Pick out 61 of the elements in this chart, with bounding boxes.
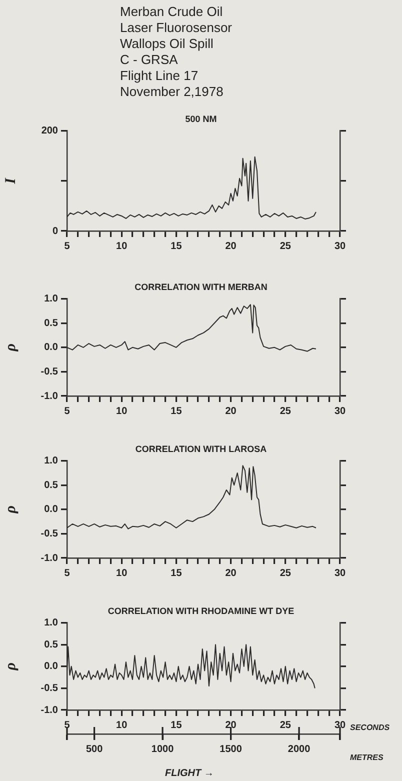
y-tick-label: -0.5 xyxy=(40,366,58,378)
y-tick-label: 0 xyxy=(52,226,58,237)
chart-title: CORRELATION WITH MERBAN xyxy=(134,282,268,292)
x-axis-title: SECONDS xyxy=(350,723,390,732)
chart-title: 500 NM xyxy=(185,114,217,124)
x2-axis-title: METRES xyxy=(350,753,384,762)
x-tick-label: 5 xyxy=(64,568,70,579)
x-tick-label: 30 xyxy=(334,406,346,417)
x-tick-label: 20 xyxy=(225,568,237,579)
x-tick-label: 10 xyxy=(116,720,128,731)
y-tick-label: 1.0 xyxy=(44,618,58,629)
y-axis-title: ρ xyxy=(2,662,19,672)
text: C - GRSA xyxy=(120,52,179,68)
x-tick-label: 30 xyxy=(334,720,346,731)
y-tick-label: 0.5 xyxy=(44,318,58,329)
y-tick-label: 1.0 xyxy=(44,294,58,305)
x-tick-label: 20 xyxy=(225,406,237,417)
x-tick-label: 5 xyxy=(64,406,70,417)
x-tick-label: 5 xyxy=(64,240,70,252)
x-tick-label: 20 xyxy=(225,720,237,731)
y-axis-title: I xyxy=(2,176,19,185)
text: Merban Crude Oil xyxy=(120,4,224,20)
chart-title: CORRELATION WITH RHODAMINE WT DYE xyxy=(108,606,294,616)
y-tick-label: -1.0 xyxy=(40,390,58,402)
y-tick-label: 200 xyxy=(41,126,58,137)
x-tick-label: 15 xyxy=(170,568,182,579)
x-tick-label: 30 xyxy=(334,240,346,252)
text: Wallops Oil Spill xyxy=(120,36,214,52)
y-axis-title: ρ xyxy=(2,343,19,352)
x2-tick-label: 1500 xyxy=(220,744,242,755)
x-tick-label: 25 xyxy=(280,406,292,417)
x-tick-label: 30 xyxy=(334,568,346,579)
x-tick-label: 10 xyxy=(116,240,128,252)
y-tick-label: 0.5 xyxy=(44,480,58,491)
x-tick-label: 15 xyxy=(170,240,182,252)
y-tick-label: -1.0 xyxy=(40,704,58,716)
y-tick-label: 1.0 xyxy=(44,456,58,467)
text: Flight Line 17 xyxy=(120,68,200,84)
x-tick-label: 25 xyxy=(280,240,292,252)
y-tick-label: 0.5 xyxy=(44,639,58,650)
y-axis-title: ρ xyxy=(2,505,19,514)
text: FLIGHT → xyxy=(165,768,214,779)
x2-tick-label: 1000 xyxy=(151,744,174,755)
y-tick-label: -0.5 xyxy=(40,682,58,694)
x2-tick-label: 500 xyxy=(86,744,104,755)
x-tick-label: 15 xyxy=(170,720,182,731)
x-tick-label: 10 xyxy=(116,406,128,417)
x-tick-label: 25 xyxy=(280,720,292,731)
x2-tick-label: 2000 xyxy=(288,744,311,755)
x-tick-label: 20 xyxy=(225,240,237,252)
chart-title: CORRELATION WITH LAROSA xyxy=(135,444,268,454)
y-tick-label: 0.0 xyxy=(44,504,58,516)
y-tick-label: -1.0 xyxy=(40,552,58,564)
y-tick-label: -0.5 xyxy=(40,528,58,540)
text: November 2,1978 xyxy=(120,84,224,100)
y-tick-label: 0.0 xyxy=(44,342,58,354)
x-tick-label: 15 xyxy=(170,406,182,417)
y-tick-label: 0.0 xyxy=(44,661,58,672)
x-tick-label: 25 xyxy=(280,568,292,579)
x-tick-label: 10 xyxy=(116,568,128,579)
text: Laser Fluorosensor xyxy=(120,20,232,36)
